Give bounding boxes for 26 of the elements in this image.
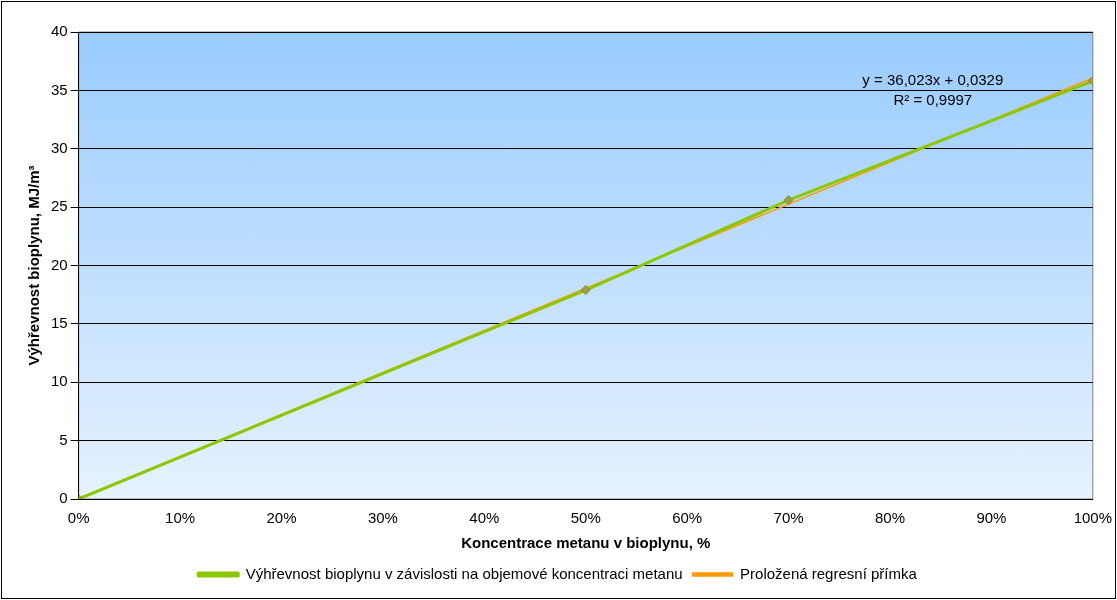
x-tick-label: 10%: [165, 509, 196, 527]
annotation: y = 36,023x + 0,0329: [862, 71, 1004, 89]
x-tick-label: 100%: [1073, 509, 1113, 527]
y-tick-label: 5: [59, 430, 68, 448]
y-tick-label: 0: [59, 489, 68, 507]
y-tick-label: 10: [51, 372, 68, 390]
legend-label: Proložená regresní přímka: [740, 564, 918, 582]
x-tick-label: 60%: [672, 509, 703, 527]
x-axis-title: Koncentrace metanu v bioplynu, %: [461, 534, 711, 552]
x-tick-label: 0%: [67, 509, 90, 527]
x-tick-label: 50%: [570, 509, 601, 527]
y-tick-label: 25: [51, 197, 68, 215]
y-tick-label: 15: [51, 314, 68, 332]
legend-label: Výhřevnost bioplynu v závislosti na objemové koncentraci metanu: [245, 564, 683, 582]
annotation: R² = 0,9997: [893, 91, 973, 109]
y-tick-label: 20: [51, 255, 68, 273]
y-tick-label: 30: [51, 138, 68, 156]
x-tick-label: 30%: [367, 509, 398, 527]
x-tick-label: 40%: [469, 509, 500, 527]
x-tick-label: 80%: [874, 509, 906, 527]
y-tick-label: 40: [51, 22, 68, 40]
x-tick-label: 90%: [976, 509, 1007, 527]
x-tick-label: 20%: [266, 509, 297, 527]
x-tick-label: 70%: [773, 509, 804, 527]
y-axis-title: Výhřevnost bioplynu, MJ/m³: [25, 165, 43, 366]
y-tick-label: 35: [51, 80, 68, 98]
